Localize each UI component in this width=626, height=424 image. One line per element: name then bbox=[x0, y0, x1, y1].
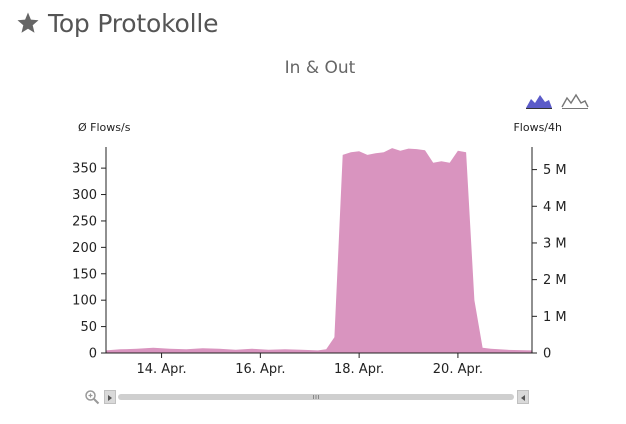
grip-icon[interactable] bbox=[311, 394, 321, 400]
y-left-tick-label: 350 bbox=[72, 162, 97, 177]
y-right-tick-label: 1 M bbox=[543, 310, 567, 325]
area-series-0 bbox=[106, 148, 532, 353]
page-title: Top Protokolle bbox=[48, 8, 219, 38]
navigator-left-handle[interactable] bbox=[104, 390, 116, 404]
y-left-tick-label: 100 bbox=[72, 294, 97, 309]
arrow-right-icon bbox=[108, 395, 112, 401]
y-left-tick-label: 50 bbox=[80, 320, 97, 335]
x-tick-label: 18. Apr. bbox=[334, 362, 384, 377]
y-left-tick-label: 150 bbox=[72, 267, 97, 282]
line-chart-icon[interactable] bbox=[561, 92, 589, 110]
area-chart-icon[interactable] bbox=[525, 92, 553, 110]
y-right-tick-label: 5 M bbox=[543, 163, 567, 178]
y-left-tick-label: 250 bbox=[72, 214, 97, 229]
x-tick-label: 14. Apr. bbox=[136, 362, 186, 377]
x-tick-label: 16. Apr. bbox=[235, 362, 285, 377]
page-header: Top Protokolle bbox=[16, 6, 218, 40]
y-left-tick-label: 200 bbox=[72, 241, 97, 256]
navigator bbox=[84, 388, 534, 406]
navigator-right-handle[interactable] bbox=[517, 390, 529, 404]
star-icon[interactable] bbox=[16, 11, 40, 35]
y-axis-right-title: Flows/4h bbox=[513, 121, 562, 134]
y-right-tick-label: 2 M bbox=[543, 273, 567, 288]
zoom-icon[interactable] bbox=[84, 389, 100, 405]
y-right-tick-label: 3 M bbox=[543, 236, 567, 251]
y-right-tick-label: 0 bbox=[543, 347, 551, 362]
chart-title: In & Out bbox=[284, 58, 356, 78]
arrow-left-icon bbox=[521, 395, 525, 401]
y-right-tick-label: 4 M bbox=[543, 200, 567, 215]
x-tick-label: 20. Apr. bbox=[433, 362, 483, 377]
y-axis-left-title: Ø Flows/s bbox=[78, 121, 131, 134]
y-left-tick-label: 300 bbox=[72, 188, 97, 203]
y-left-tick-label: 0 bbox=[89, 347, 97, 362]
